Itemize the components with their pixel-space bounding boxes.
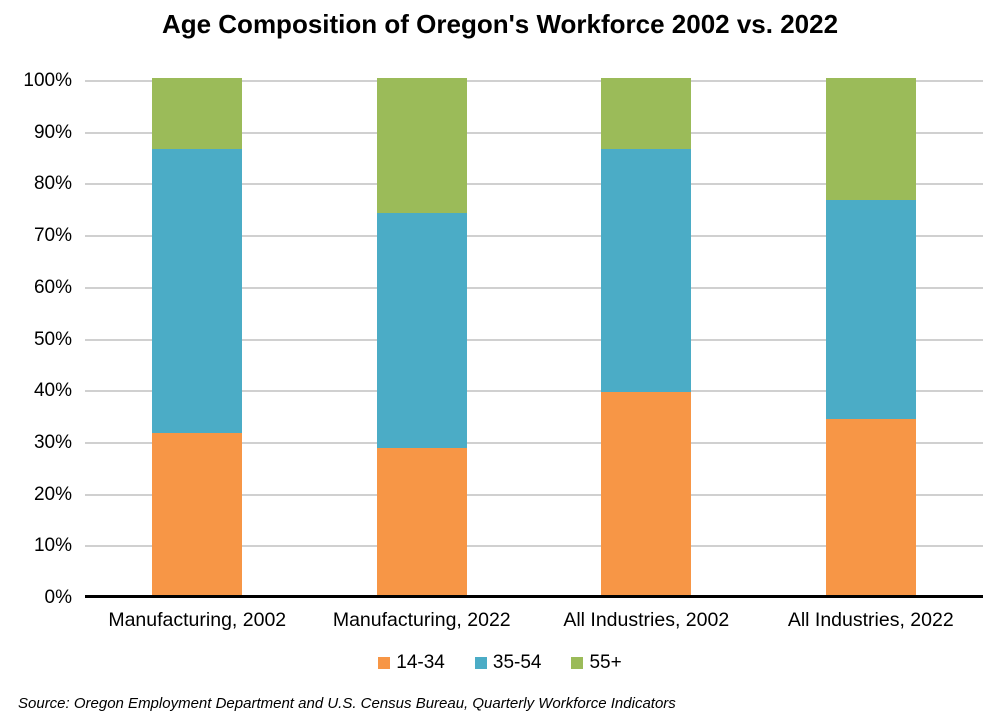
plot-area [85,78,983,598]
y-tick-label: 100% [23,70,72,91]
gridline [85,235,983,238]
legend: 14-34 35-54 55+ [0,652,1000,674]
bar-segment-35-54-2 [376,212,467,448]
y-tick-label: 70% [33,225,72,247]
gridline [85,80,983,82]
bar-segment-14-34-2 [376,447,467,595]
bar-segment-55+-3 [601,78,692,149]
gridline [85,493,983,496]
gridline [85,390,983,393]
bar-segment-55+-2 [376,78,467,213]
y-axis: 100% 90% 80% 70% 60% 50% 40% 30% 20% 10% 0% [0,0,76,724]
y-tick-label: 80% [33,173,72,195]
x-axis: Manufacturing, 2002 Manufacturing, 2022 Al… [85,606,983,636]
y-tick-label: 90% [33,121,72,143]
bar-segment-14-34-3 [601,391,692,595]
legend-item-14-34: 14-34 [378,652,445,674]
bar-segment-35-54-1 [152,148,243,433]
x-category-label: All Industries, 2022 [787,609,954,631]
bar-segment-35-54-4 [825,199,916,419]
gridline [85,441,983,444]
gridline [85,338,983,341]
legend-item-55+: 55+ [571,652,622,674]
y-tick-label: 30% [33,431,72,453]
x-category-label: Manufacturing, 2002 [108,609,287,631]
chart-title: Age Composition of Oregon's Workforce 20… [161,9,839,39]
source-note: Source: Oregon Employment Department and… [18,695,676,712]
y-tick-label: 40% [33,380,72,402]
x-category-label: All Industries, 2002 [563,609,730,631]
legend-swatch-icon [378,657,391,669]
legend-label: 14-34 [396,652,445,673]
legend-label: 35-54 [492,652,542,673]
legend-swatch-icon [571,657,584,669]
gridline [85,183,983,186]
bar-segment-14-34-1 [152,432,243,595]
y-tick-label: 0% [44,587,72,608]
legend-swatch-icon [474,657,487,669]
gridline [85,131,983,134]
legend-item-35-54: 35-54 [474,652,542,674]
bar-segment-55+-4 [825,78,916,200]
bar-segment-14-34-4 [825,418,916,595]
gridline [85,545,983,548]
bar-segment-55+-1 [152,78,243,149]
y-tick-label: 20% [33,483,72,505]
y-tick-label: 50% [33,328,72,350]
y-tick-label: 10% [33,535,72,557]
legend-label: 55+ [589,652,622,673]
bar-segment-35-54-3 [601,148,692,392]
gridline [85,286,983,289]
y-tick-label: 60% [33,276,72,298]
x-category-label: Manufacturing, 2022 [332,609,511,631]
